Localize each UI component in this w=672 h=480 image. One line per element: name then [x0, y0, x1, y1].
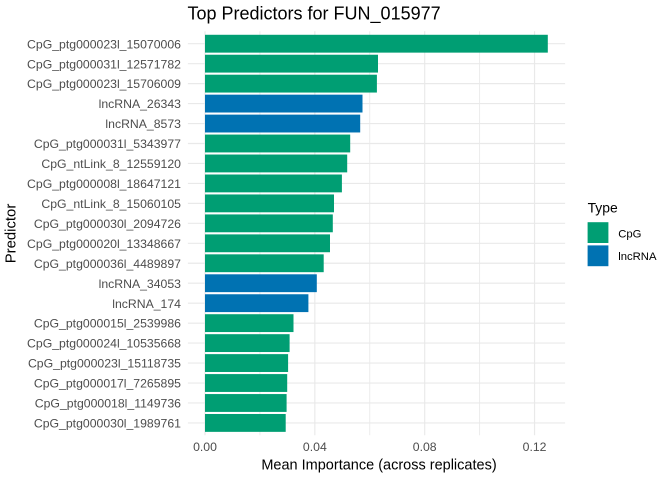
svg-text:CpG_ptg000015l_2539986: CpG_ptg000015l_2539986 [34, 317, 181, 331]
svg-text:CpG_ptg000023l_15706009: CpG_ptg000023l_15706009 [27, 77, 181, 91]
svg-text:CpG_ptg000023l_15118735: CpG_ptg000023l_15118735 [28, 357, 181, 371]
svg-text:Predictor: Predictor [4, 204, 20, 264]
svg-text:0.04: 0.04 [303, 440, 327, 454]
svg-text:lncRNA_174: lncRNA_174 [112, 297, 181, 311]
svg-text:0.08: 0.08 [413, 440, 437, 454]
svg-text:CpG_ptg000031l_5343977: CpG_ptg000031l_5343977 [34, 137, 181, 151]
svg-text:Type: Type [588, 199, 618, 215]
svg-text:lncRNA_34053: lncRNA_34053 [99, 277, 182, 291]
svg-text:CpG_ptg000008l_18647121: CpG_ptg000008l_18647121 [27, 177, 181, 191]
svg-text:CpG_ptg000030l_1989761: CpG_ptg000030l_1989761 [34, 417, 181, 431]
svg-text:CpG_ptg000018l_1149736: CpG_ptg000018l_1149736 [35, 397, 181, 411]
svg-text:0.12: 0.12 [523, 440, 547, 454]
svg-text:CpG_ptg000023l_15070006: CpG_ptg000023l_15070006 [27, 37, 181, 51]
svg-text:CpG_ntLink_8_15060105: CpG_ntLink_8_15060105 [41, 197, 181, 211]
svg-text:CpG_ptg000030l_2094726: CpG_ptg000030l_2094726 [34, 217, 181, 231]
svg-text:lncRNA_8573: lncRNA_8573 [105, 117, 181, 131]
svg-text:lncRNA_26343: lncRNA_26343 [99, 97, 182, 111]
svg-text:CpG_ptg000017l_7265895: CpG_ptg000017l_7265895 [34, 377, 181, 391]
svg-text:CpG_ptg000020l_13348667: CpG_ptg000020l_13348667 [27, 237, 181, 251]
svg-text:Mean Importance (across replic: Mean Importance (across replicates) [261, 457, 496, 473]
svg-text:0.00: 0.00 [193, 440, 217, 454]
svg-text:lncRNA: lncRNA [618, 251, 657, 263]
svg-text:Top Predictors for FUN_015977: Top Predictors for FUN_015977 [188, 4, 441, 25]
svg-text:CpG_ptg000036l_4489897: CpG_ptg000036l_4489897 [34, 257, 181, 271]
svg-text:CpG_ptg000031l_12571782: CpG_ptg000031l_12571782 [27, 57, 181, 71]
svg-text:CpG: CpG [618, 228, 641, 240]
svg-text:CpG_ntLink_8_12559120: CpG_ntLink_8_12559120 [41, 157, 181, 171]
svg-text:CpG_ptg000024l_10535668: CpG_ptg000024l_10535668 [27, 337, 181, 351]
